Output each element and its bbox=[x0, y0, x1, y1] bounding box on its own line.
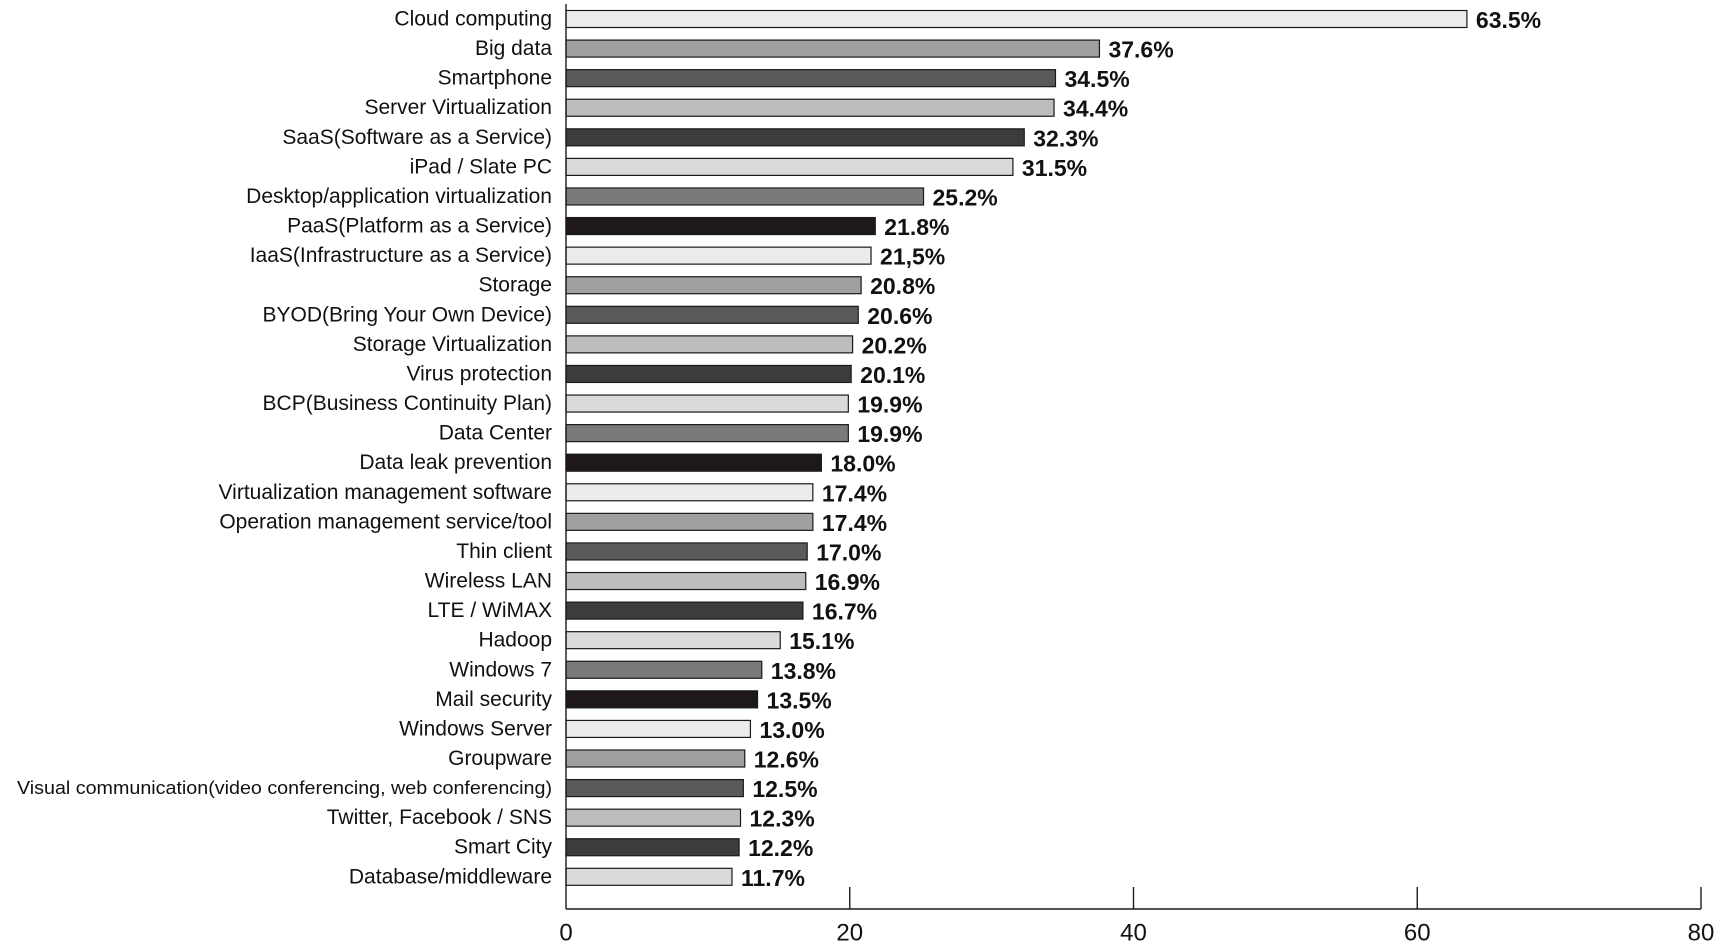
category-label: Wireless LAN bbox=[425, 570, 552, 593]
value-label: 12.6% bbox=[754, 747, 819, 773]
value-label: 20.6% bbox=[867, 303, 932, 329]
category-label: IaaS(Infrastructure as a Service) bbox=[250, 244, 552, 267]
value-label: 34.4% bbox=[1063, 96, 1128, 122]
value-label: 21.8% bbox=[884, 214, 949, 240]
category-label: PaaS(Platform as a Service) bbox=[287, 215, 552, 238]
category-label: LTE / WiMAX bbox=[428, 599, 552, 622]
category-label: Operation management service/tool bbox=[219, 510, 552, 533]
bar bbox=[565, 128, 1025, 147]
bar bbox=[565, 838, 740, 857]
bar bbox=[565, 187, 925, 206]
value-label: 12.5% bbox=[752, 776, 817, 802]
category-label: Cloud computing bbox=[394, 8, 552, 31]
category-label: Virus protection bbox=[406, 362, 552, 385]
value-label: 16.7% bbox=[812, 599, 877, 625]
category-label: iPad / Slate PC bbox=[410, 155, 552, 178]
bar bbox=[565, 719, 752, 739]
bar bbox=[565, 660, 763, 679]
bar bbox=[565, 98, 1055, 117]
x-tick-label: 60 bbox=[1404, 920, 1431, 944]
category-label: Desktop/application virtualization bbox=[246, 185, 552, 208]
bar bbox=[565, 542, 808, 561]
category-label: Windows 7 bbox=[449, 658, 552, 681]
value-label: 25.2% bbox=[933, 184, 998, 210]
category-label: Data leak prevention bbox=[359, 451, 552, 474]
category-label: BCP(Business Continuity Plan) bbox=[263, 392, 552, 415]
category-label: SaaS(Software as a Service) bbox=[282, 126, 552, 149]
value-label: 15.1% bbox=[789, 628, 854, 654]
value-label: 34.5% bbox=[1064, 66, 1129, 92]
bar bbox=[565, 601, 804, 620]
x-tick-label: 40 bbox=[1120, 920, 1147, 944]
category-label: Smart City bbox=[454, 836, 553, 859]
category-label: Hadoop bbox=[478, 629, 552, 652]
bar bbox=[565, 216, 876, 236]
value-label: 17.4% bbox=[822, 510, 887, 536]
value-label: 19.9% bbox=[857, 421, 922, 447]
bar bbox=[565, 157, 1014, 176]
bar bbox=[565, 246, 872, 265]
bar bbox=[565, 571, 807, 591]
value-label: 19.9% bbox=[857, 392, 922, 418]
bar bbox=[565, 512, 814, 531]
category-label: BYOD(Bring Your Own Device) bbox=[263, 303, 552, 326]
value-label: 20.1% bbox=[860, 362, 925, 388]
bar bbox=[565, 394, 849, 413]
x-tick-label: 80 bbox=[1688, 920, 1715, 944]
category-label: Server Virtualization bbox=[364, 96, 552, 119]
bar bbox=[565, 276, 862, 295]
bar bbox=[565, 631, 781, 650]
category-label: Twitter, Facebook / SNS bbox=[327, 806, 552, 829]
value-label: 12.2% bbox=[748, 835, 813, 861]
category-label: Visual communication(video conferencing,… bbox=[17, 778, 552, 798]
bar bbox=[565, 335, 854, 354]
category-label: Groupware bbox=[448, 747, 552, 770]
value-label: 21,5% bbox=[880, 244, 945, 270]
bar bbox=[565, 69, 1057, 88]
category-label: Thin client bbox=[456, 540, 552, 563]
category-label: Storage bbox=[478, 274, 552, 297]
value-label: 17.4% bbox=[822, 480, 887, 506]
bars-group: Cloud computing 63.5% Big data 37.6% Smartph… bbox=[17, 7, 1541, 891]
value-label: 31.5% bbox=[1022, 155, 1087, 181]
value-label: 17.0% bbox=[816, 539, 881, 565]
category-label: Windows Server bbox=[399, 717, 552, 740]
value-label: 11.7% bbox=[741, 865, 805, 891]
bar bbox=[565, 867, 733, 886]
bar bbox=[565, 778, 744, 798]
value-label: 32.3% bbox=[1033, 125, 1098, 151]
category-label: Database/middleware bbox=[349, 865, 552, 888]
category-label: Data Center bbox=[439, 422, 552, 445]
x-tick-label: 0 bbox=[559, 920, 572, 944]
value-label: 37.6% bbox=[1108, 37, 1173, 63]
value-label: 16.9% bbox=[815, 569, 880, 595]
bar bbox=[565, 690, 759, 709]
x-axis: 0 20 40 60 80 bbox=[559, 4, 1714, 944]
bar bbox=[565, 305, 859, 324]
value-label: 20.8% bbox=[870, 273, 935, 299]
x-tick-label: 20 bbox=[836, 920, 863, 944]
bar bbox=[565, 453, 822, 472]
value-label: 18.0% bbox=[830, 451, 895, 477]
category-label: Virtualization management software bbox=[219, 481, 552, 504]
value-label: 12.3% bbox=[750, 806, 815, 832]
category-label: Storage Virtualization bbox=[353, 333, 552, 356]
bar bbox=[565, 9, 1468, 29]
value-label: 13.0% bbox=[759, 717, 824, 743]
bar bbox=[565, 364, 852, 384]
category-label: Mail security bbox=[435, 688, 552, 711]
category-label: Smartphone bbox=[438, 67, 552, 90]
category-label: Big data bbox=[475, 37, 552, 60]
value-label: 63.5% bbox=[1476, 7, 1541, 33]
value-label: 20.2% bbox=[862, 332, 927, 358]
value-label: 13.8% bbox=[771, 658, 836, 684]
bar bbox=[565, 39, 1101, 58]
bar bbox=[565, 424, 849, 443]
bar bbox=[565, 749, 746, 768]
bar bbox=[565, 808, 742, 827]
value-label: 13.5% bbox=[767, 687, 832, 713]
bar bbox=[565, 483, 814, 502]
